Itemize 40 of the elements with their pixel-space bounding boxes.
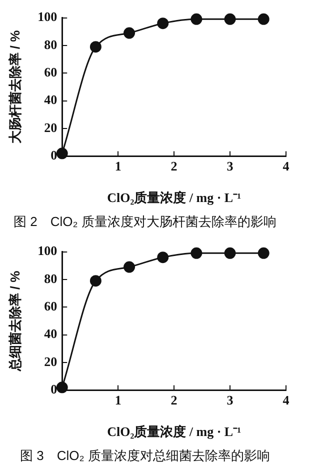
- text: 图 2 ClO₂ 质量浓度对大肠杆菌去除率的影响: [14, 214, 276, 229]
- x-tick-label: 4: [282, 158, 290, 174]
- x-tick-label: 1: [114, 158, 122, 174]
- point: [56, 148, 68, 160]
- point: [258, 13, 270, 25]
- point: [190, 13, 202, 25]
- x-axis-title: ClO₂质量浓度 / mg · L⁻¹: [107, 424, 242, 439]
- y-axis-title: 总细菌去除率 / %: [7, 270, 22, 372]
- y-axis-title: 大肠杆菌去除率 / %: [7, 30, 22, 144]
- point: [224, 13, 236, 25]
- y-tick-label: 40: [44, 326, 58, 342]
- y-tick-label: 60: [44, 64, 58, 80]
- y-tick-label: 60: [44, 298, 58, 314]
- x-tick-label: 3: [226, 158, 234, 174]
- x-tick-label: 2: [170, 392, 178, 408]
- point: [124, 261, 136, 273]
- point: [157, 252, 169, 264]
- x-tick-label: 3: [226, 392, 234, 408]
- text: 图 3 ClO₂ 质量浓度对总细菌去除率的影响: [20, 448, 270, 463]
- y-tick-label: 20: [44, 354, 58, 369]
- point: [224, 247, 236, 259]
- point: [56, 382, 68, 394]
- x-axis-title: ClO₂质量浓度 / mg · L⁻¹: [107, 190, 242, 205]
- point: [157, 18, 169, 30]
- y-tick-label: 100: [38, 243, 58, 258]
- y-tick-label: 20: [44, 120, 58, 135]
- point: [90, 275, 102, 287]
- y-tick-label: 80: [44, 270, 58, 286]
- y-tick-label: 80: [44, 36, 58, 52]
- point: [190, 247, 202, 259]
- point: [124, 27, 136, 39]
- y-tick-label: 0: [50, 148, 58, 163]
- y-tick-label: 0: [50, 382, 58, 397]
- x-tick-label: 2: [170, 158, 178, 174]
- x-tick-label: 1: [114, 392, 122, 408]
- point: [258, 247, 270, 259]
- x-tick-label: 4: [282, 392, 290, 408]
- point: [90, 41, 102, 53]
- y-tick-label: 40: [44, 92, 58, 108]
- y-tick-label: 100: [38, 9, 58, 24]
